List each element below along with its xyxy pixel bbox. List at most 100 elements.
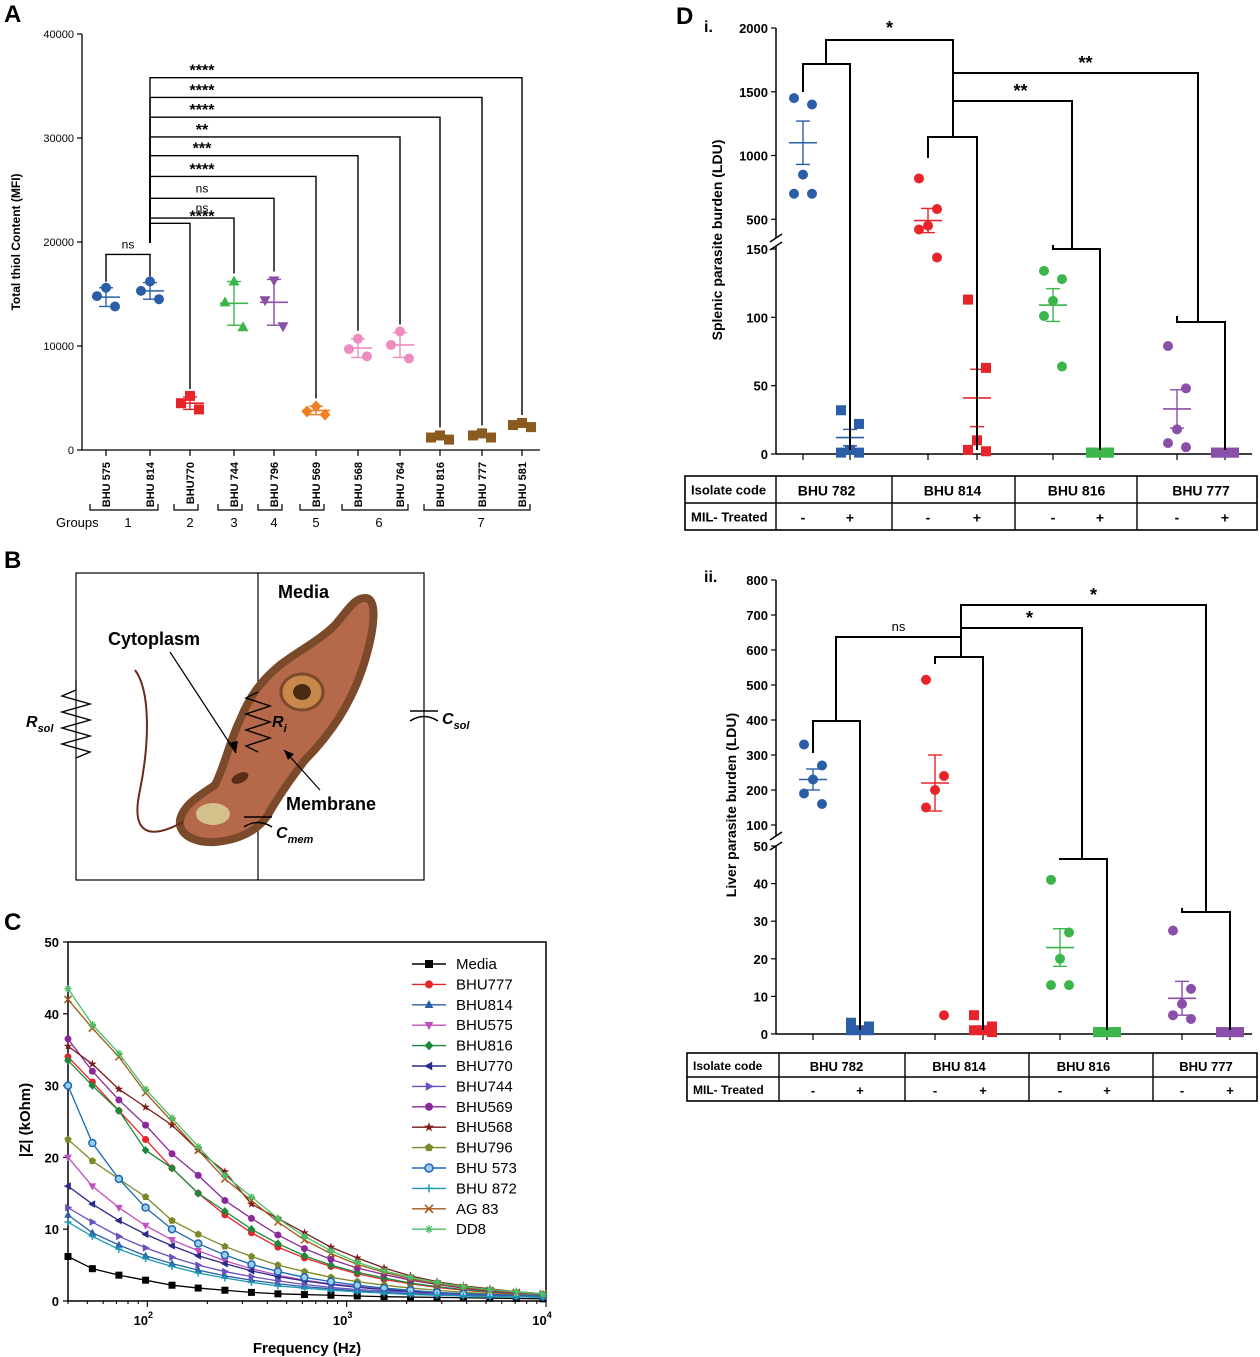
- cytoplasm-label: Cytoplasm: [108, 629, 200, 649]
- d-sig-label: **: [1078, 53, 1092, 73]
- d-data-point: [1225, 1027, 1235, 1038]
- c-data-point: [433, 1291, 441, 1299]
- a-y-tick-label: 40000: [43, 29, 74, 41]
- a-data-point: [344, 344, 354, 355]
- a-data-point: [185, 390, 195, 401]
- a-x-tick-label: BHU 744: [229, 461, 241, 507]
- c-plot-frame: [67, 941, 547, 1302]
- c-data-point: [220, 1167, 230, 1176]
- a-data-point: [277, 322, 289, 333]
- subpanel-label-i: i.: [704, 19, 713, 36]
- a-sig-bracket: [149, 136, 401, 325]
- d-data-point: [1220, 447, 1230, 458]
- d-table-treated: +: [973, 510, 981, 526]
- a-sig-label: ***: [193, 141, 212, 158]
- a-x-tick-label: BHU 569: [311, 462, 323, 507]
- d-data-point: [1039, 265, 1049, 276]
- panel-label-c: C: [4, 909, 21, 936]
- c-data-point: [221, 1196, 229, 1204]
- c-data-point: [486, 1293, 494, 1301]
- d-sig-label: *: [1026, 608, 1033, 628]
- d-table-header-isolate: Isolate code: [693, 1059, 763, 1073]
- c-data-point: [300, 1273, 309, 1282]
- c-data-point: [167, 1224, 177, 1234]
- a-x-tick-label: BHU 814: [145, 461, 157, 507]
- d-data-point: [1211, 447, 1221, 458]
- d-data-point: [932, 204, 942, 215]
- d-data-point: [1093, 1027, 1103, 1038]
- d-table-isolate: BHU 816: [1048, 483, 1106, 499]
- d-data-point: [921, 674, 931, 685]
- d-data-point: [846, 1025, 856, 1036]
- a-sig-label: ns: [196, 181, 209, 195]
- d-y-tick-label: 200: [746, 783, 768, 798]
- c-legend-label: BHU 872: [456, 1180, 517, 1197]
- c-data-point: [88, 1024, 97, 1033]
- c-legend-swatch-marker: [424, 1163, 434, 1173]
- c-data-point: [247, 1252, 256, 1260]
- c-data-point: [247, 1266, 255, 1275]
- c-data-point: [247, 1260, 256, 1269]
- c-data-point: [327, 1255, 335, 1263]
- c-data-point: [193, 1239, 203, 1248]
- a-data-point: [395, 326, 405, 337]
- d-pair-bracket: [1059, 858, 1108, 1030]
- c-data-point: [433, 1278, 441, 1286]
- parasite-nucleolus: [293, 684, 311, 700]
- d-table-untreated: -: [1058, 1083, 1062, 1098]
- d-data-point: [799, 788, 809, 799]
- c-data-point: [88, 1067, 96, 1075]
- d-data-point: [963, 294, 973, 305]
- d-data-point: [1057, 274, 1067, 285]
- c-data-point: [64, 1056, 72, 1065]
- c-data-point: [167, 1120, 177, 1129]
- d-axis-break-mark: [769, 831, 783, 841]
- c-data-point: [353, 1268, 362, 1277]
- c-y-axis-label: |Z| (kOhm): [17, 1083, 34, 1157]
- d-data-point: [798, 169, 808, 180]
- a-sig-label: **: [196, 122, 209, 139]
- c-data-point: [142, 1244, 150, 1252]
- d-data-point: [932, 252, 942, 263]
- a-group-number: 6: [375, 515, 382, 530]
- c-x-tick-label: 102: [134, 1310, 153, 1328]
- a-groups-label: Groups: [56, 515, 99, 530]
- a-x-tick-label: BHU 777: [477, 462, 489, 507]
- c-data-point: [115, 1240, 123, 1248]
- a-data-point: [136, 285, 146, 296]
- c-data-point: [380, 1273, 388, 1283]
- d-data-point: [1181, 383, 1191, 394]
- c-data-point: [64, 1252, 72, 1260]
- c-data-point: [247, 1214, 255, 1222]
- d-sig-label: *: [1090, 585, 1097, 605]
- a-sig-bracket: [149, 217, 235, 274]
- d-y-tick-label: 1500: [739, 85, 768, 100]
- c-legend-label: BHU796: [456, 1140, 513, 1157]
- c-data-point: [326, 1242, 336, 1251]
- d-table-isolate: BHU 777: [1179, 1059, 1232, 1074]
- c-data-point: [327, 1291, 335, 1299]
- c-x-tick-base: 10: [333, 1313, 347, 1328]
- d-pair-bracket: [1181, 908, 1231, 1030]
- a-group-bracket: [299, 504, 325, 511]
- c-data-point: [247, 1225, 256, 1234]
- c-data-point: [65, 1203, 73, 1212]
- c-data-point: [63, 1041, 73, 1050]
- c-data-point: [274, 1231, 282, 1239]
- c-data-point: [64, 1154, 72, 1162]
- c-data-point: [275, 1277, 283, 1285]
- c-data-point: [194, 1284, 202, 1292]
- c-data-point: [168, 1263, 176, 1271]
- c-data-point: [88, 1081, 97, 1090]
- c-data-point: [115, 1245, 123, 1253]
- d-data-point: [1181, 442, 1191, 453]
- c-data-point: [300, 1291, 308, 1299]
- panel-label-d: D: [676, 3, 693, 30]
- c-data-point: [116, 1232, 124, 1241]
- c-data-point: [89, 1218, 97, 1226]
- d-data-point: [817, 760, 827, 771]
- c-data-point: [114, 1084, 124, 1093]
- c-data-point: [221, 1171, 229, 1179]
- d-data-point: [921, 802, 931, 813]
- d-table-untreated: -: [1180, 1083, 1184, 1098]
